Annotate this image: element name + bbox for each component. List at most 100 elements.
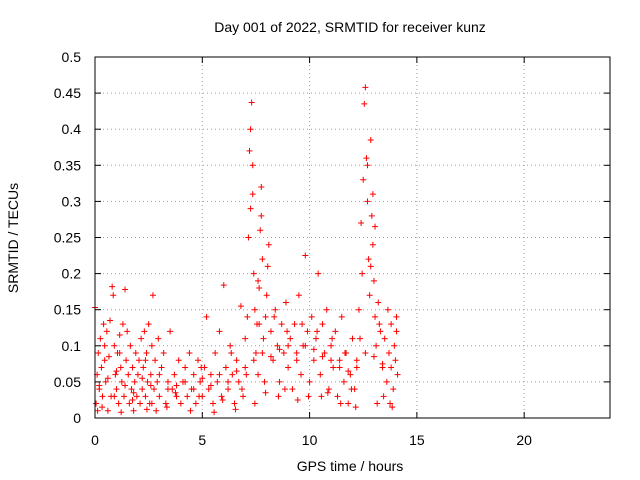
data-point [245, 234, 252, 241]
data-point [195, 357, 201, 364]
data-point [246, 147, 253, 154]
data-point [370, 353, 377, 360]
data-point [251, 400, 258, 407]
data-point [387, 400, 394, 407]
data-point [154, 378, 161, 385]
data-point [379, 360, 386, 367]
data-point [109, 283, 116, 290]
data-point [152, 357, 159, 364]
data-point [244, 313, 251, 320]
data-point [295, 292, 302, 299]
data-point [341, 350, 348, 357]
data-point [225, 378, 232, 385]
data-point [278, 321, 285, 328]
data-point [255, 371, 262, 378]
data-point [359, 270, 366, 277]
data-point [155, 335, 162, 342]
data-point [149, 292, 156, 299]
data-point [203, 313, 210, 320]
y-tick-label: 0.05 [54, 374, 81, 390]
data-point [302, 252, 309, 259]
data-point [370, 277, 377, 284]
data-point [352, 404, 359, 411]
data-point [384, 306, 391, 313]
data-point [123, 357, 130, 364]
data-point [220, 282, 227, 289]
data-point [93, 400, 100, 407]
x-tick-label: 5 [198, 432, 206, 448]
data-point [263, 292, 270, 299]
data-point [276, 346, 283, 353]
data-point [214, 378, 221, 385]
data-point [94, 407, 101, 414]
data-point [291, 321, 298, 328]
data-point [238, 386, 245, 393]
data-point [158, 364, 165, 371]
data-point [262, 389, 269, 396]
data-point [112, 371, 119, 378]
data-point [216, 371, 223, 378]
data-point [375, 299, 382, 306]
data-point [280, 350, 287, 357]
data-point [192, 400, 199, 407]
data-point [294, 396, 301, 403]
data-point [173, 393, 180, 400]
data-point [318, 393, 325, 400]
y-tick-label: 0.15 [54, 302, 81, 318]
data-point [315, 270, 322, 277]
data-point [305, 393, 312, 400]
data-point [148, 342, 155, 349]
data-point [140, 364, 147, 371]
data-point [231, 400, 238, 407]
data-point [338, 313, 345, 320]
y-tick-label: 0.4 [62, 121, 82, 137]
data-point [173, 382, 180, 389]
data-point [276, 378, 283, 385]
data-point [271, 313, 278, 320]
data-point [377, 328, 384, 335]
data-point [366, 292, 373, 299]
data-point [388, 364, 395, 371]
data-point [116, 331, 123, 338]
data-point [251, 306, 258, 313]
data-point [96, 382, 103, 389]
data-point [334, 393, 341, 400]
data-point [126, 400, 133, 407]
data-point [264, 263, 271, 270]
chart-title: Day 001 of 2022, SRMTID for receiver kun… [214, 19, 486, 35]
data-point [156, 393, 163, 400]
data-point [163, 404, 170, 411]
data-point [340, 378, 347, 385]
data-point [324, 389, 331, 396]
data-point [216, 328, 223, 335]
data-point [135, 357, 142, 364]
data-point [99, 393, 106, 400]
data-point [347, 371, 354, 378]
gridlines [95, 57, 610, 418]
data-point [321, 350, 328, 357]
data-point [306, 378, 313, 385]
data-point [308, 313, 315, 320]
y-axis-label: SRMTID / TECUs [5, 183, 21, 293]
data-point [115, 400, 122, 407]
data-point [147, 371, 154, 378]
data-point [228, 350, 235, 357]
data-point [353, 357, 360, 364]
data-point [293, 350, 300, 357]
x-tick-label: 0 [91, 432, 99, 448]
data-point [211, 409, 218, 416]
data-point [118, 378, 125, 385]
data-point [304, 328, 311, 335]
data-point [383, 378, 390, 385]
data-point [212, 350, 219, 357]
data-point [293, 357, 300, 364]
data-point [117, 364, 124, 371]
data-point [101, 357, 108, 364]
data-point [103, 328, 110, 335]
data-point [119, 321, 126, 328]
data-point [207, 382, 214, 389]
data-point [182, 364, 189, 371]
data-point [120, 393, 127, 400]
data-point [205, 386, 212, 393]
